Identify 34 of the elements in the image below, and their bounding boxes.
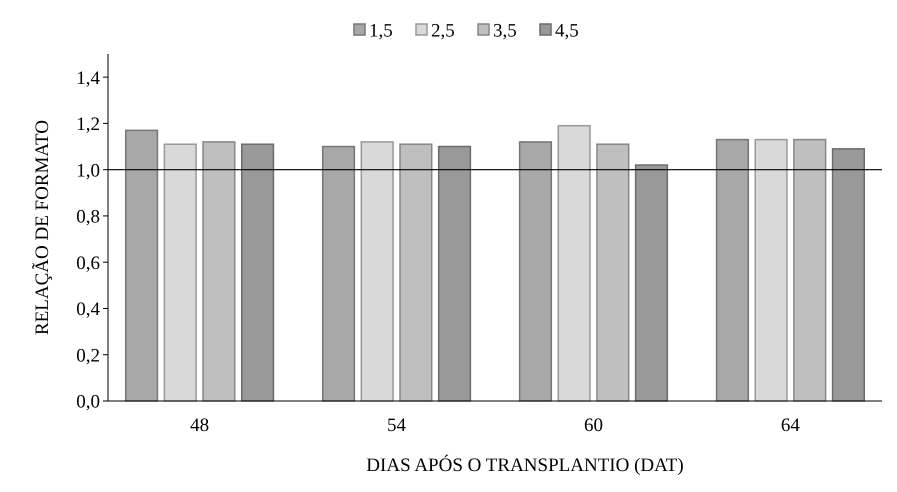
bar: [596, 143, 630, 402]
y-tick-label: 1,4: [76, 68, 100, 89]
bar: [164, 143, 197, 402]
x-tick-label: 54: [387, 415, 407, 436]
x-tick-label: 48: [190, 415, 210, 436]
y-axis-title: RELAÇÃO DE FORMATO: [32, 120, 53, 336]
bar: [360, 141, 394, 402]
legend-label: 2,5: [431, 20, 455, 42]
x-tick-label: 60: [584, 415, 603, 436]
bar: [832, 148, 866, 402]
bar: [438, 146, 472, 402]
x-tick-label: 64: [780, 415, 800, 436]
bar: [558, 124, 591, 402]
bar: [124, 130, 158, 402]
bar: [202, 141, 236, 402]
x-axis-title: DIAS APÓS O TRANSPLANTIO (DAT): [366, 454, 684, 476]
y-tick-label: 1,0: [76, 160, 100, 182]
y-tick-label: 0,2: [76, 345, 100, 366]
y-tick-label: 0,4: [76, 299, 100, 320]
bar: [518, 141, 552, 402]
bar: [716, 138, 750, 402]
y-tick-label: 0,0: [76, 392, 100, 413]
y-tick-label: 0,8: [76, 206, 100, 228]
bar: [322, 146, 356, 402]
legend-label: 3,5: [493, 20, 517, 42]
bar: [240, 143, 274, 402]
y-tick-label: 1,2: [76, 114, 100, 136]
bar: [399, 143, 432, 402]
bar: [634, 164, 668, 402]
bar: [754, 138, 788, 402]
legend-label: 4,5: [555, 20, 579, 42]
y-tick-label: 0,6: [76, 252, 100, 274]
bar: [793, 138, 826, 402]
legend-label: 1,5: [369, 20, 393, 42]
